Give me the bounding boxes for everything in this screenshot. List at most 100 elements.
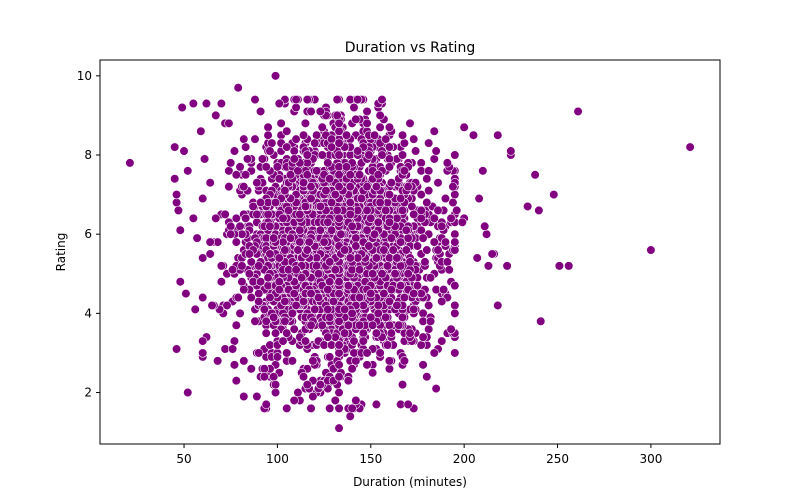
data-point — [239, 182, 249, 192]
data-point — [424, 300, 434, 311]
data-point — [282, 403, 292, 413]
data-point — [175, 277, 185, 287]
data-point — [298, 130, 309, 140]
data-point — [564, 261, 574, 271]
data-point — [351, 241, 361, 251]
data-point — [302, 150, 312, 160]
data-point — [323, 332, 333, 342]
data-point — [459, 122, 469, 132]
data-point — [416, 213, 426, 223]
data-point — [278, 213, 288, 223]
data-point — [536, 316, 546, 326]
data-point — [418, 360, 428, 370]
data-point — [246, 292, 256, 303]
data-point — [401, 245, 411, 255]
data-point — [226, 221, 236, 231]
data-point — [412, 241, 423, 251]
data-point — [269, 312, 279, 322]
data-point — [265, 292, 275, 303]
data-point — [326, 225, 337, 235]
data-point — [231, 237, 241, 247]
data-point — [384, 320, 395, 330]
data-point — [306, 182, 316, 192]
data-point — [317, 122, 327, 132]
data-point — [263, 209, 273, 219]
data-point — [573, 106, 583, 117]
data-point — [265, 221, 275, 231]
data-point — [392, 300, 402, 311]
x-tick-label: 300 — [639, 452, 662, 466]
data-point — [270, 197, 281, 208]
data-point — [403, 269, 413, 279]
data-point — [282, 328, 292, 338]
data-point — [375, 348, 385, 358]
data-point — [375, 110, 385, 121]
data-point — [246, 364, 256, 374]
data-point — [418, 332, 428, 342]
data-point — [405, 328, 415, 338]
data-point — [353, 94, 363, 105]
data-point — [270, 71, 281, 81]
data-point — [685, 142, 695, 152]
data-point — [416, 205, 426, 216]
data-point — [304, 237, 314, 247]
data-point — [239, 391, 249, 402]
data-point — [274, 253, 284, 263]
data-point — [332, 110, 342, 121]
data-point — [313, 269, 324, 279]
y-tick-label: 4 — [84, 306, 92, 320]
data-point — [377, 269, 387, 279]
data-point — [317, 320, 327, 330]
data-point — [188, 98, 198, 109]
data-point — [493, 300, 503, 311]
data-point — [173, 205, 184, 216]
data-point — [170, 174, 180, 184]
data-point — [384, 142, 395, 152]
data-point — [259, 372, 269, 382]
data-point — [403, 399, 413, 410]
data-point — [270, 328, 281, 338]
data-point — [437, 296, 447, 307]
data-point — [450, 281, 460, 291]
data-point — [362, 348, 372, 358]
data-point — [265, 146, 275, 156]
data-point — [354, 265, 365, 275]
data-point — [231, 376, 241, 386]
data-point — [396, 281, 406, 291]
data-point — [293, 245, 303, 255]
data-point — [334, 316, 344, 326]
data-point — [388, 245, 398, 255]
data-point — [226, 229, 236, 239]
data-point — [175, 225, 185, 235]
x-tick-label: 250 — [546, 452, 569, 466]
data-point — [440, 193, 451, 204]
data-point — [310, 138, 320, 148]
data-point — [424, 324, 434, 334]
data-point — [330, 395, 340, 406]
data-point — [179, 146, 189, 156]
data-point — [323, 304, 333, 315]
data-point — [325, 352, 335, 362]
data-point — [280, 296, 290, 307]
x-tick-label: 150 — [359, 452, 382, 466]
data-point — [216, 277, 226, 287]
data-point — [381, 205, 391, 216]
data-point — [244, 269, 254, 279]
data-point — [341, 162, 352, 172]
data-point — [222, 300, 232, 311]
data-point — [254, 296, 264, 307]
data-point — [384, 122, 395, 132]
data-point — [481, 229, 492, 239]
data-point — [429, 237, 439, 247]
data-point — [302, 380, 312, 390]
data-point — [269, 372, 279, 382]
data-point — [401, 225, 411, 235]
data-point — [270, 380, 281, 390]
data-point — [368, 368, 378, 378]
data-point — [549, 190, 559, 200]
data-point — [483, 261, 494, 271]
data-point — [207, 300, 217, 311]
data-point — [347, 308, 357, 318]
data-point — [190, 304, 200, 315]
